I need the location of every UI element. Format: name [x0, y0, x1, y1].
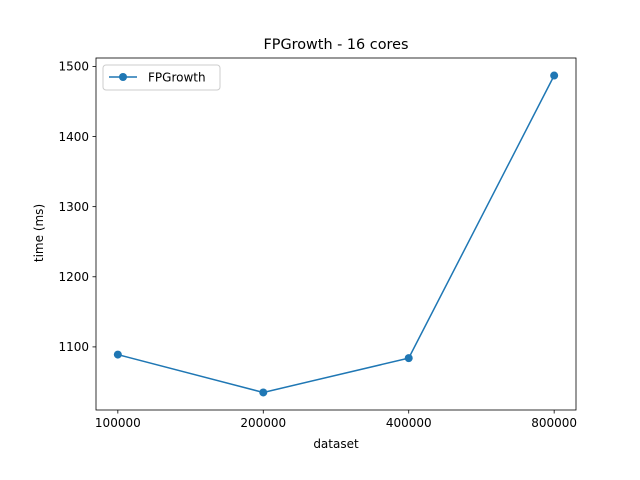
plot-area [95, 57, 577, 411]
x-tick-label: 200000 [240, 416, 286, 430]
x-tick-label: 800000 [531, 416, 577, 430]
legend-box [102, 64, 221, 91]
data-point [404, 354, 413, 363]
y-tick-label: 1200 [58, 270, 89, 284]
x-tick-label: 100000 [95, 416, 141, 430]
legend: FPGrowth [102, 64, 221, 91]
x-axis-label: dataset [313, 437, 359, 451]
plot-frame [95, 57, 577, 411]
y-tick-label: 1400 [58, 130, 89, 144]
y-axis-label: time (ms) [32, 204, 46, 262]
data-point [113, 350, 122, 359]
data-point [550, 71, 559, 80]
y-tick-label: 1500 [58, 60, 89, 74]
chart-title: FPGrowth - 16 cores [264, 37, 409, 53]
x-tick-label: 400000 [386, 416, 432, 430]
x-axis: 100000 200000 400000 800000 [95, 410, 577, 430]
y-tick-label: 1300 [58, 200, 89, 214]
legend-marker [119, 73, 127, 81]
data-point [259, 388, 268, 397]
y-axis: 1100 1200 1300 1400 1500 [58, 60, 96, 354]
legend-label: FPGrowth [148, 71, 206, 85]
series-line [117, 75, 555, 394]
y-tick-label: 1100 [58, 340, 89, 354]
